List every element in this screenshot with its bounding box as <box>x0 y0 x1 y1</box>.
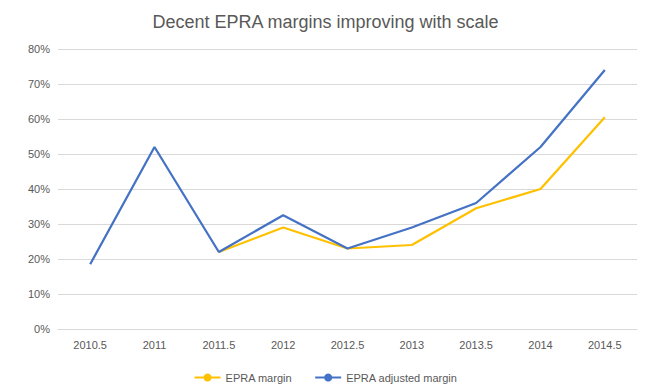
svg-text:0%: 0% <box>34 323 50 335</box>
svg-text:Decent EPRA margins improving: Decent EPRA margins improving with scale <box>152 12 498 32</box>
svg-text:80%: 80% <box>28 43 50 55</box>
svg-text:70%: 70% <box>28 78 50 90</box>
svg-text:EPRA adjusted margin: EPRA adjusted margin <box>346 372 457 384</box>
svg-text:2014.5: 2014.5 <box>588 339 622 351</box>
svg-text:40%: 40% <box>28 183 50 195</box>
svg-text:EPRA margin: EPRA margin <box>226 372 292 384</box>
svg-text:2011: 2011 <box>143 339 167 351</box>
svg-text:2012.5: 2012.5 <box>331 339 365 351</box>
svg-text:60%: 60% <box>28 113 50 125</box>
svg-text:30%: 30% <box>28 218 50 230</box>
svg-text:20%: 20% <box>28 253 50 265</box>
svg-text:2010.5: 2010.5 <box>73 339 107 351</box>
svg-text:2011.5: 2011.5 <box>202 339 235 351</box>
svg-text:2014: 2014 <box>528 339 552 351</box>
svg-text:2013: 2013 <box>400 339 424 351</box>
svg-text:10%: 10% <box>28 288 50 300</box>
svg-text:50%: 50% <box>28 148 50 160</box>
svg-text:2012: 2012 <box>271 339 295 351</box>
svg-text:2013.5: 2013.5 <box>459 339 493 351</box>
